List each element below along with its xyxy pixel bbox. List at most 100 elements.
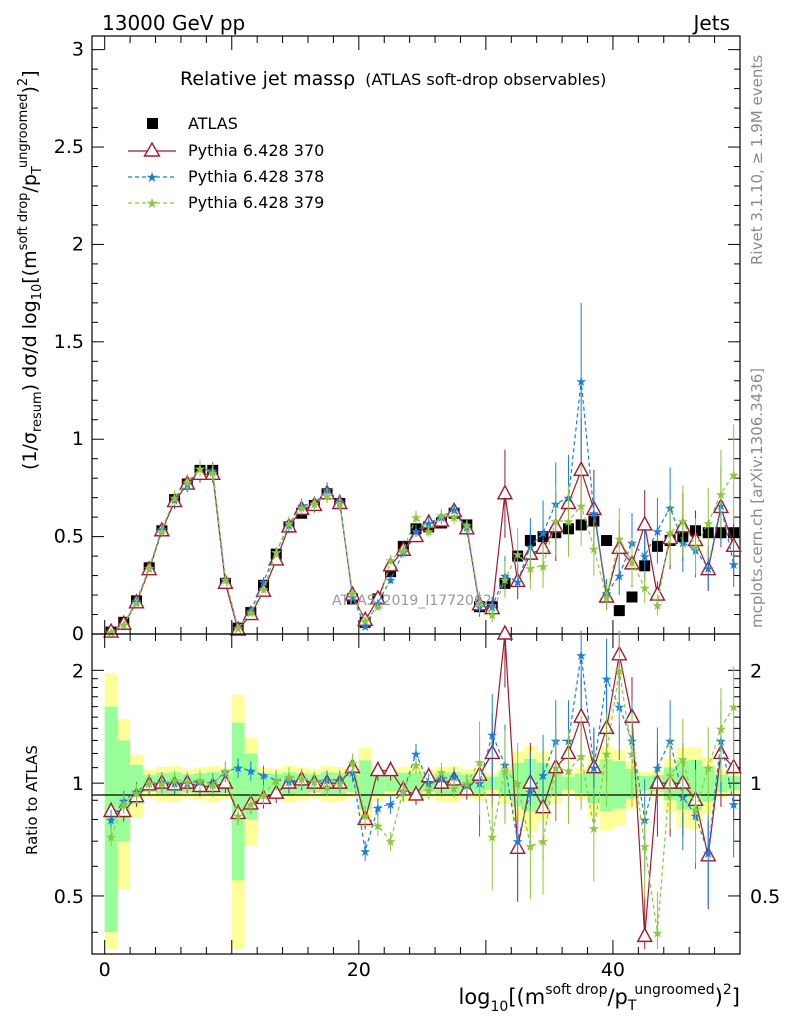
ratio-point-star: ★ [677, 753, 689, 768]
ratio-point-star: ★ [436, 766, 448, 781]
ratio-point-star: ★ [232, 809, 244, 824]
data-point-star: ★ [359, 614, 371, 629]
data-point-star: ★ [207, 466, 219, 481]
ratio-point-star: ★ [309, 776, 321, 791]
ratio-point-star: ★ [728, 798, 740, 813]
data-point-star: ★ [664, 527, 676, 542]
ratio-point-star: ★ [512, 777, 524, 792]
ratio-point-star: ★ [613, 664, 625, 679]
data-point-square [385, 566, 397, 578]
data-point-star: ★ [715, 488, 727, 503]
ratio-point-star: ★ [181, 776, 193, 791]
ratio-point-triangle [636, 926, 653, 943]
ratio-point-star: ★ [359, 845, 371, 860]
data-point-star: ★ [512, 548, 524, 563]
chart-title: Relative jet massρ (ATLAS soft-drop obse… [180, 68, 606, 90]
ratio-point-star: ★ [601, 673, 613, 688]
data-point-star: ★ [334, 497, 346, 512]
ratio-band-inner [384, 775, 397, 792]
main-y-tick-label: 2 [72, 233, 84, 255]
main-y-tick-label: 1.5 [54, 331, 84, 353]
data-point-star: ★ [474, 597, 486, 612]
ratio-point-star: ★ [512, 835, 524, 850]
ratio-point-star: ★ [626, 747, 638, 762]
ratio-point-star: ★ [474, 756, 486, 771]
ratio-point-star: ★ [334, 777, 346, 792]
ratio-point-star: ★ [715, 722, 727, 737]
data-point-star: ★ [309, 497, 321, 512]
data-point-star: ★ [156, 525, 168, 540]
ratio-panel: 0.5 0.51 12 2 0 20 40 ★★★★ ★ ★ ★ ★ ★★ ★ ★ ★ ★ ★ ★ ★ ★ ★★★★ ★… [23, 624, 780, 981]
data-point-star: ★ [461, 519, 473, 534]
data-point-star: ★ [385, 554, 397, 569]
ratio-point-star: ★ [525, 840, 537, 855]
data-point-star: ★ [563, 515, 575, 530]
data-point-star: ★ [169, 492, 181, 507]
ratio-point-star: ★ [105, 813, 117, 828]
ratio-y-ticks: 0.5 0.5 1 1 2 2 [54, 660, 780, 933]
x-tick-label: 40 [601, 959, 625, 981]
ratio-point-star: ★ [652, 926, 664, 941]
ratio-point-star: ★ [156, 777, 168, 792]
data-point-square [626, 591, 638, 603]
data-point-star: ★ [677, 515, 689, 530]
ratio-point-star: ★ [105, 831, 117, 846]
analysis-watermark: ATLAS_2019_I1772062 [332, 593, 492, 609]
legend-label-378: Pythia 6.428 378 [188, 167, 324, 186]
ratio-y-tick-label: 2 [72, 660, 84, 682]
x-tick-label: 0 [99, 959, 111, 981]
ratio-point-star: ★ [207, 779, 219, 794]
data-point-star: ★ [258, 583, 270, 598]
data-point-star: ★ [423, 525, 435, 540]
data-point-star: ★ [652, 525, 664, 540]
data-point-star: ★ [486, 609, 498, 624]
ratio-y-axis-label: Ratio to ATLAS [23, 745, 41, 855]
ratio-y-tick-label-right: 2 [750, 660, 762, 682]
data-point-star: ★ [359, 620, 371, 635]
data-point-star: ★ [626, 556, 638, 571]
ratio-point-star: ★ [702, 762, 714, 777]
legend-label-379: Pythia 6.428 379 [188, 193, 324, 212]
legend-entry-atlas: ATLAS [147, 114, 238, 133]
main-y-ticks: 0 0.5 1 1.5 2 2.5 3 [54, 39, 740, 645]
ratio-point-triangle [382, 761, 399, 777]
ratio-point-star: ★ [232, 762, 244, 777]
data-point-star: ★ [232, 622, 244, 637]
ratio-y-tick-label: 1 [72, 773, 84, 795]
ratio-point-star: ★ [448, 771, 460, 786]
ratio-point-star: ★ [270, 774, 282, 789]
data-point-square [613, 605, 625, 617]
data-point-star: ★ [588, 542, 600, 557]
data-point-star: ★ [372, 601, 384, 616]
data-point-triangle [636, 515, 653, 531]
ratio-point-star: ★ [372, 820, 384, 835]
ratio-line-pythia-6-428-379 [110, 670, 735, 933]
main-y-tick-label: 0.5 [54, 526, 84, 548]
ratio-point-star: ★ [118, 798, 130, 813]
ratio-point-star: ★ [550, 762, 562, 777]
ratio-point-star: ★ [499, 765, 511, 780]
ratio-point-star: ★ [537, 769, 549, 784]
series-line-pythia-6-428-379 [110, 467, 735, 633]
legend-marker-star-379: ★ [146, 196, 159, 212]
data-point-star: ★ [270, 546, 282, 561]
data-point-star: ★ [639, 550, 651, 565]
data-point-triangle [496, 484, 514, 500]
data-point-star: ★ [347, 591, 359, 606]
ratio-point-star: ★ [283, 771, 295, 786]
main-x-ticks [104, 36, 716, 634]
legend-marker-star-378: ★ [146, 170, 159, 186]
data-point-star: ★ [131, 597, 143, 612]
data-point-star: ★ [639, 581, 651, 596]
data-point-star: ★ [588, 507, 600, 522]
data-point-star: ★ [690, 540, 702, 555]
data-point-star: ★ [601, 591, 613, 606]
ratio-point-star: ★ [296, 772, 308, 787]
ratio-point-star: ★ [486, 831, 498, 846]
ratio-band-inner [371, 772, 385, 795]
ratio-point-star: ★ [588, 822, 600, 837]
ratio-point-triangle [369, 761, 387, 777]
data-point-star: ★ [448, 511, 460, 526]
ratio-point-star: ★ [652, 762, 664, 777]
legend-marker-square [147, 118, 158, 129]
